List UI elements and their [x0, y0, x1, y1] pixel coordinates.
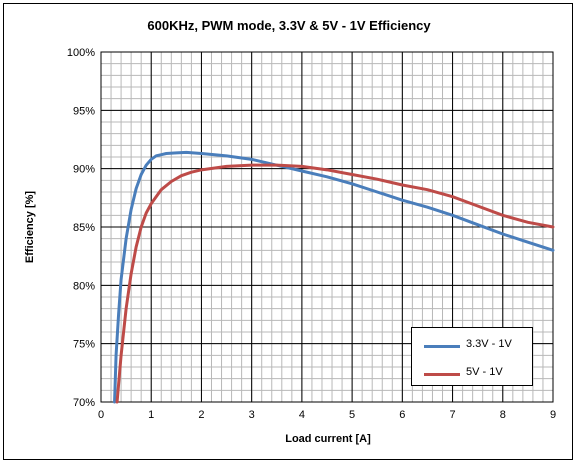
y-tick-label: 85% — [73, 222, 95, 234]
x-tick-label: 3 — [249, 409, 255, 421]
x-tick-label: 9 — [550, 409, 556, 421]
series-line-2 — [115, 163, 555, 404]
x-tick-label: 7 — [449, 409, 455, 421]
x-tick-label: 5 — [349, 409, 355, 421]
x-tick-label: 8 — [500, 409, 506, 421]
x-tick-label: 1 — [148, 409, 154, 421]
y-tick-label: 100% — [67, 47, 95, 59]
legend: 3.3V - 1V 5V - 1V — [411, 327, 533, 386]
chart-title: 600KHz, PWM mode, 3.3V & 5V - 1V Efficie… — [147, 18, 431, 33]
y-tick-label: 80% — [73, 280, 95, 292]
y-tick-label: 90% — [73, 164, 95, 176]
y-tick-label: 75% — [73, 339, 95, 351]
y-tick-label: 95% — [73, 105, 95, 117]
legend-label-series-2: 5V - 1V — [466, 366, 503, 378]
x-tick-label: 6 — [399, 409, 405, 421]
legend-swatch-series-1 — [424, 345, 460, 348]
x-tick-label: 2 — [198, 409, 204, 421]
y-tick-label: 70% — [73, 397, 95, 409]
x-axis-label: Load current [A] — [285, 433, 371, 445]
x-tick-label: 0 — [98, 409, 104, 421]
series-line-1 — [113, 150, 555, 404]
x-tick-label: 4 — [299, 409, 305, 421]
legend-label-series-1: 3.3V - 1V — [466, 338, 512, 350]
legend-swatch-series-2 — [424, 373, 460, 376]
